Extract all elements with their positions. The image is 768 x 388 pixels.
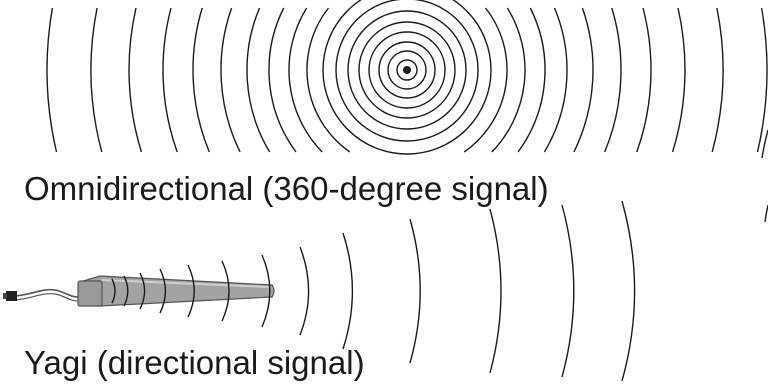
- omni-left-arc: [288, 7, 323, 153]
- omni-ring: [335, 0, 479, 142]
- omni-ring: [396, 59, 418, 81]
- directional-wave-arc: [561, 204, 575, 378]
- directional-wave-arc: [111, 278, 116, 304]
- directional-wave-arc: [123, 275, 129, 307]
- concentric-dot-icon: [403, 66, 411, 74]
- omni-right-arc: [604, 7, 622, 153]
- omni-ring: [322, 0, 492, 155]
- omni-left-arc: [246, 7, 271, 153]
- directional-wave-arc: [299, 246, 310, 336]
- omni-right-arc: [543, 7, 568, 153]
- directional-wave-arc: [489, 208, 502, 374]
- omni-right-arc: [491, 7, 526, 153]
- yagi-antenna-icon: [3, 275, 275, 307]
- omni-right-arc: [671, 7, 686, 153]
- omni-right-arc: [573, 7, 594, 153]
- directional-wave-arc: [621, 200, 636, 382]
- omni-left-arc: [90, 7, 103, 153]
- directional-wave-arc: [342, 232, 354, 350]
- omni-right-arc: [463, 7, 508, 153]
- omnidirectional-caption: Omnidirectional (360-degree signal): [24, 170, 549, 207]
- directional-wave-arc: [409, 218, 421, 364]
- omni-right-arc: [517, 7, 546, 153]
- omni-left-arc: [306, 7, 351, 153]
- omni-ring: [358, 21, 456, 119]
- omni-left-arc: [268, 7, 297, 153]
- omni-outer-arcs: [46, 7, 768, 159]
- omnidirectional-signal-waves: [322, 0, 492, 155]
- omni-ring: [347, 10, 467, 130]
- omni-left-arc: [220, 7, 241, 153]
- directional-wave-arc: [139, 272, 146, 310]
- directional-signal-waves: [111, 200, 768, 382]
- omni-ring: [378, 41, 436, 99]
- yagi-caption: Yagi (directional signal): [24, 344, 365, 381]
- omni-left-arc: [192, 7, 210, 153]
- directional-wave-arc: [159, 268, 167, 314]
- omni-left-arc: [128, 7, 143, 153]
- omni-left-arc: [162, 7, 178, 153]
- omni-ring: [387, 50, 427, 90]
- omni-right-arc: [711, 7, 724, 153]
- omni-right-arc: [756, 7, 768, 153]
- directional-wave-arc: [187, 264, 195, 318]
- omni-left-arc: [46, 7, 58, 153]
- directional-wave-arc: [261, 254, 271, 328]
- omni-ring: [368, 31, 446, 109]
- directional-wave-arc: [221, 260, 230, 322]
- omni-edge-arc: [761, 129, 768, 159]
- omni-right-arc: [636, 7, 652, 153]
